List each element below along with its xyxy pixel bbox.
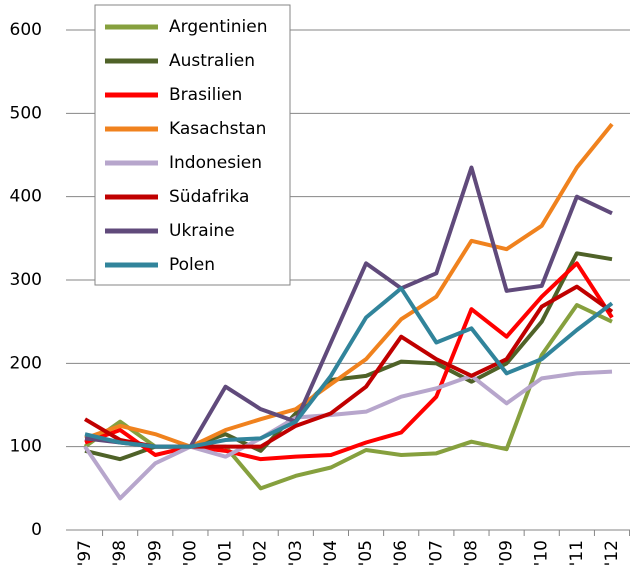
x-tick-label: '97 bbox=[75, 540, 95, 566]
x-tick-label: '07 bbox=[426, 540, 446, 566]
x-tick-label: '00 bbox=[180, 540, 200, 566]
x-tick-label: '11 bbox=[567, 540, 587, 566]
y-tick-label: 600 bbox=[10, 20, 42, 40]
y-tick-label: 200 bbox=[10, 353, 42, 373]
legend-label: Südafrika bbox=[169, 187, 249, 207]
series-line bbox=[83, 284, 614, 449]
legend-label: Polen bbox=[169, 255, 215, 275]
y-tick-label: 100 bbox=[10, 437, 42, 457]
legend: Argentinien Australien Brasilien Kasachstan… bbox=[94, 4, 291, 286]
legend-label: Ukraine bbox=[169, 221, 235, 241]
legend-label: Kasachstan bbox=[169, 119, 266, 139]
x-tick-label: '03 bbox=[286, 540, 306, 566]
x-tick-label: '10 bbox=[532, 540, 552, 566]
series-line bbox=[84, 122, 614, 449]
x-tick-label: '09 bbox=[497, 540, 517, 566]
series-line bbox=[84, 286, 614, 449]
legend-label: Argentinien bbox=[169, 17, 267, 37]
y-tick-label: 400 bbox=[10, 187, 42, 207]
x-tick-label: '98 bbox=[110, 540, 130, 566]
legend-label: Brasilien bbox=[169, 85, 242, 105]
x-tick-label: '06 bbox=[391, 540, 411, 566]
x-tick-label: '04 bbox=[321, 540, 341, 566]
legend-label: Australien bbox=[169, 51, 255, 71]
x-tick-label: '01 bbox=[216, 540, 236, 566]
legend-box bbox=[94, 4, 291, 286]
x-tick-label: '08 bbox=[461, 540, 481, 566]
series-line bbox=[84, 261, 614, 462]
y-tick-label: 300 bbox=[10, 270, 42, 290]
x-tick-label: '99 bbox=[145, 540, 165, 566]
x-tick-label: '05 bbox=[356, 540, 376, 566]
y-tick-label: 500 bbox=[10, 103, 42, 123]
series-line bbox=[83, 369, 613, 501]
x-tick-label: '02 bbox=[251, 540, 271, 566]
legend-label: Indonesien bbox=[169, 153, 262, 173]
y-tick-label: 0 bbox=[31, 520, 42, 540]
x-tick-label: '12 bbox=[602, 540, 622, 566]
